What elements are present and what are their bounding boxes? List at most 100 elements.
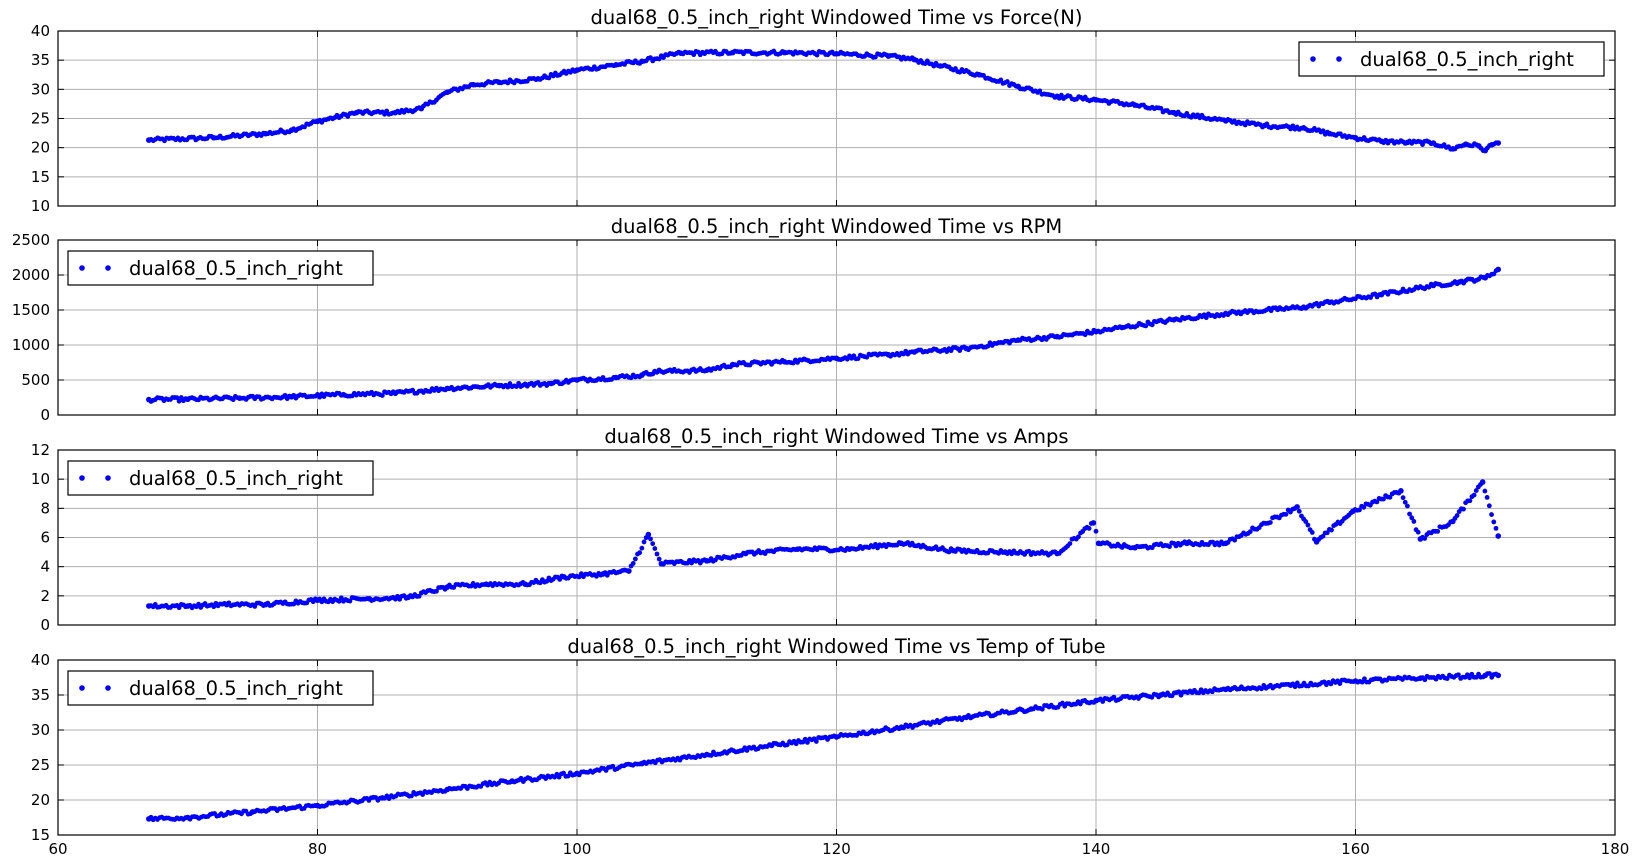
data-point — [338, 595, 344, 601]
data-point — [1473, 488, 1479, 493]
y-tick-label-0: 0 — [40, 406, 50, 424]
data-point — [793, 547, 798, 552]
legend: dual68_0.5_inch_right — [1298, 41, 1605, 77]
y-tick-label-20: 20 — [31, 139, 50, 157]
data-point — [611, 63, 617, 69]
y-tick-label-25: 25 — [31, 110, 50, 128]
data-point — [1467, 498, 1473, 504]
data-point — [507, 779, 513, 785]
data-point — [676, 49, 682, 55]
y-tick-label-15: 15 — [31, 168, 50, 186]
data-point — [831, 51, 837, 57]
x-tick-label-180: 180 — [1601, 840, 1630, 858]
data-point — [855, 356, 861, 361]
data-point — [1381, 496, 1386, 502]
data-point — [505, 384, 511, 390]
data-point — [174, 395, 180, 401]
data-point — [286, 129, 292, 135]
data-point — [1350, 679, 1356, 684]
y-tick-label-40: 40 — [31, 651, 50, 669]
data-point — [883, 52, 889, 58]
data-point — [844, 545, 850, 551]
data-point — [1052, 95, 1058, 100]
data-point — [1444, 676, 1450, 681]
data-point — [235, 395, 240, 401]
data-point — [1221, 541, 1226, 547]
y-tick-label-500: 500 — [21, 371, 50, 389]
data-point — [1013, 83, 1019, 89]
x-tick-label-60: 60 — [48, 840, 67, 858]
y-tick-label-30: 30 — [31, 80, 50, 98]
data-point — [641, 539, 647, 545]
data-point — [390, 389, 396, 395]
data-point — [780, 49, 785, 54]
data-point — [183, 396, 188, 402]
y-tick-label-1000: 1000 — [12, 336, 50, 354]
y-tick-label-8: 8 — [40, 499, 50, 517]
y-tick-label-10: 10 — [31, 470, 50, 488]
y-tick-label-10: 10 — [31, 197, 50, 215]
data-point — [1037, 88, 1043, 94]
data-point — [637, 550, 643, 556]
legend-marker — [105, 475, 111, 481]
data-point — [896, 726, 902, 732]
legend-label: dual68_0.5_inch_right — [129, 257, 343, 280]
data-point — [1182, 539, 1188, 545]
data-point — [961, 344, 967, 350]
data-point — [1480, 275, 1486, 280]
legend: dual68_0.5_inch_right — [67, 460, 374, 496]
data-point — [442, 586, 448, 592]
data-point — [494, 383, 500, 388]
data-point — [1130, 545, 1136, 550]
data-point — [1232, 537, 1238, 543]
data-point — [1167, 544, 1172, 550]
legend-marker — [79, 475, 85, 481]
data-point — [1026, 707, 1032, 713]
data-point — [1292, 506, 1298, 511]
data-point — [533, 77, 539, 82]
data-point — [183, 815, 188, 821]
data-point — [442, 788, 448, 794]
y-tick-label-2500: 2500 — [12, 231, 50, 249]
x-tick-label-80: 80 — [308, 840, 327, 858]
y-tick-label-20: 20 — [31, 791, 50, 809]
data-point — [1478, 482, 1483, 487]
data-point — [1117, 324, 1123, 330]
data-point — [572, 377, 578, 383]
data-point — [1299, 306, 1304, 312]
data-point — [1156, 694, 1162, 700]
y-tick-label-6: 6 — [40, 529, 50, 547]
data-point — [351, 111, 357, 116]
data-point — [434, 588, 439, 594]
data-point — [1487, 671, 1492, 676]
y-tick-label-0: 0 — [40, 616, 50, 634]
legend-label: dual68_0.5_inch_right — [129, 467, 343, 490]
data-point — [1407, 511, 1412, 517]
temp-panel: dual68_0.5_inch_right Windowed Time vs T… — [31, 635, 1629, 858]
legend-marker — [105, 685, 111, 691]
data-point — [1448, 146, 1454, 152]
data-point — [1428, 141, 1434, 147]
panel-title: dual68_0.5_inch_right Windowed Time vs T… — [567, 635, 1105, 658]
data-point — [1402, 499, 1408, 505]
data-point — [1259, 686, 1264, 692]
data-point — [652, 546, 658, 551]
legend-marker — [1336, 56, 1342, 62]
rpm-panel: dual68_0.5_inch_right Windowed Time vs R… — [12, 215, 1616, 424]
data-point — [654, 551, 660, 557]
data-point — [1091, 699, 1097, 705]
data-point — [1474, 142, 1479, 148]
legend: dual68_0.5_inch_right — [67, 250, 374, 286]
data-point — [1004, 79, 1010, 84]
data-point — [909, 349, 915, 355]
data-point — [1169, 317, 1175, 323]
legend-label: dual68_0.5_inch_right — [129, 677, 343, 700]
data-point — [780, 357, 785, 363]
data-point — [1482, 488, 1488, 494]
data-point — [312, 596, 318, 602]
data-point — [1130, 101, 1136, 107]
data-point — [1495, 533, 1502, 539]
data-point — [338, 392, 344, 398]
data-point — [1324, 298, 1330, 304]
